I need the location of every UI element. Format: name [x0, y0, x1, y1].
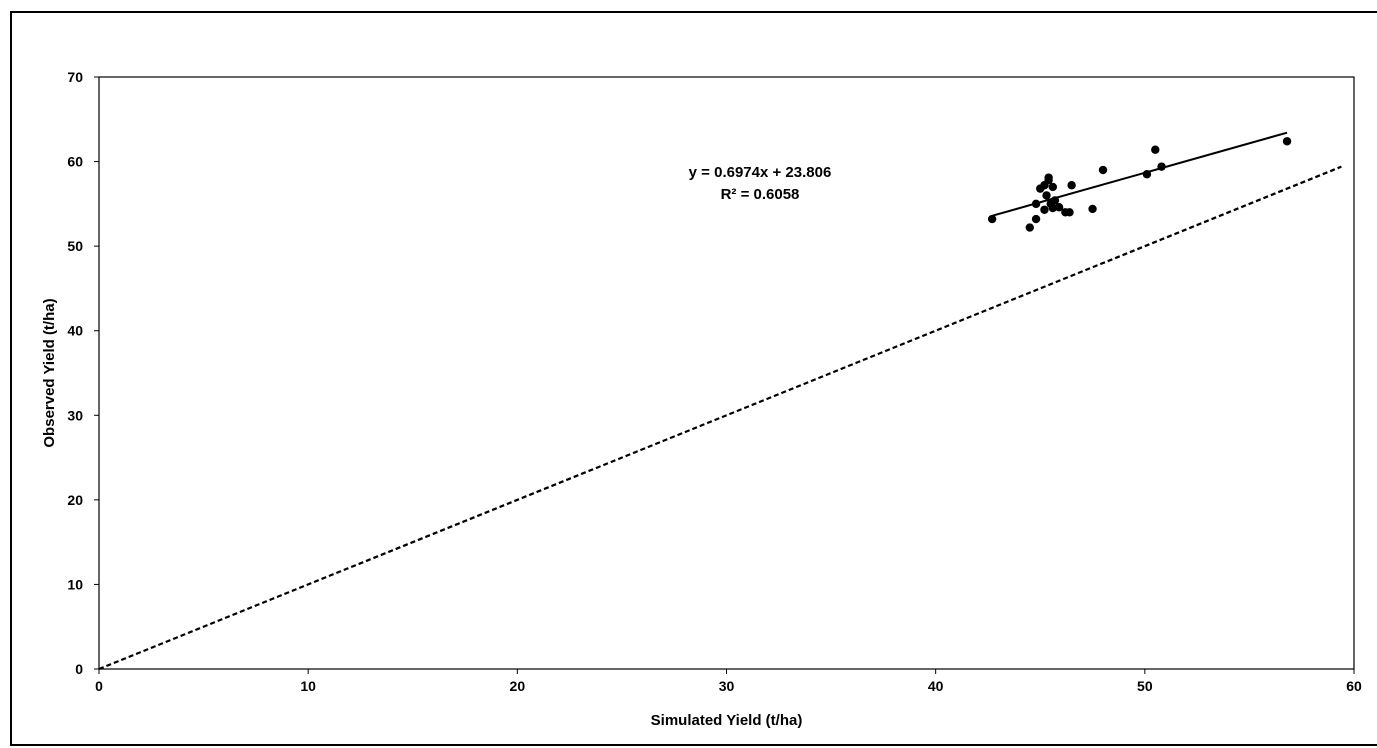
x-tick-label: 0: [95, 678, 103, 694]
data-point: [1151, 145, 1160, 154]
y-tick-label: 60: [67, 154, 83, 170]
data-point: [1054, 203, 1064, 212]
trendline-layer: [991, 131, 1288, 217]
x-tick-label: 60: [1346, 678, 1362, 694]
data-point: [1031, 199, 1041, 209]
data-point: [1031, 214, 1041, 224]
x-tick-label: 30: [719, 678, 735, 694]
x-tick-label: 10: [300, 678, 316, 694]
data-point: [1040, 205, 1049, 214]
y-tick-label: 20: [67, 492, 83, 508]
data-point: [1065, 208, 1074, 217]
y-tick-label: 30: [67, 407, 83, 423]
r-squared-label: R² = 0.6058: [721, 186, 800, 203]
y-tick-label: 50: [67, 238, 83, 254]
y-tick-label: 0: [75, 661, 83, 677]
y-tick-label: 70: [67, 69, 83, 85]
x-tick-label: 50: [1137, 678, 1153, 694]
data-point: [1142, 170, 1152, 179]
data-point: [1282, 137, 1292, 146]
y-tick-label: 40: [67, 323, 83, 339]
x-axis-title: Simulated Yield (t/ha): [651, 712, 803, 729]
one-to-one-line-layer: [98, 165, 1342, 671]
data-point: [1044, 173, 1053, 182]
trendline: [991, 131, 1288, 217]
data-point: [1050, 196, 1060, 205]
data-point: [1088, 204, 1097, 214]
trendline-equation: y = 0.6974x + 23.806: [689, 164, 832, 181]
data-point: [987, 214, 997, 224]
y-axis-ticks: 0 10 20 30 40 50 60 70: [67, 69, 99, 677]
data-point: [1067, 181, 1076, 190]
y-axis-title: Observed Yield (t/ha): [41, 298, 58, 447]
data-points-layer: [987, 137, 1292, 232]
data-point: [1025, 223, 1034, 232]
x-tick-label: 20: [510, 678, 526, 694]
x-axis-ticks: 0 10 20 30 40 50 60: [95, 669, 1362, 694]
chart-frame: [10, 11, 1377, 746]
data-point: [1042, 191, 1051, 200]
data-point: [1048, 182, 1058, 192]
y-tick-label: 10: [67, 576, 83, 592]
data-point: [1048, 203, 1058, 213]
one-to-one-line: [98, 165, 1342, 671]
data-point: [1098, 165, 1108, 175]
x-tick-label: 40: [928, 678, 944, 694]
data-point: [1157, 162, 1166, 171]
